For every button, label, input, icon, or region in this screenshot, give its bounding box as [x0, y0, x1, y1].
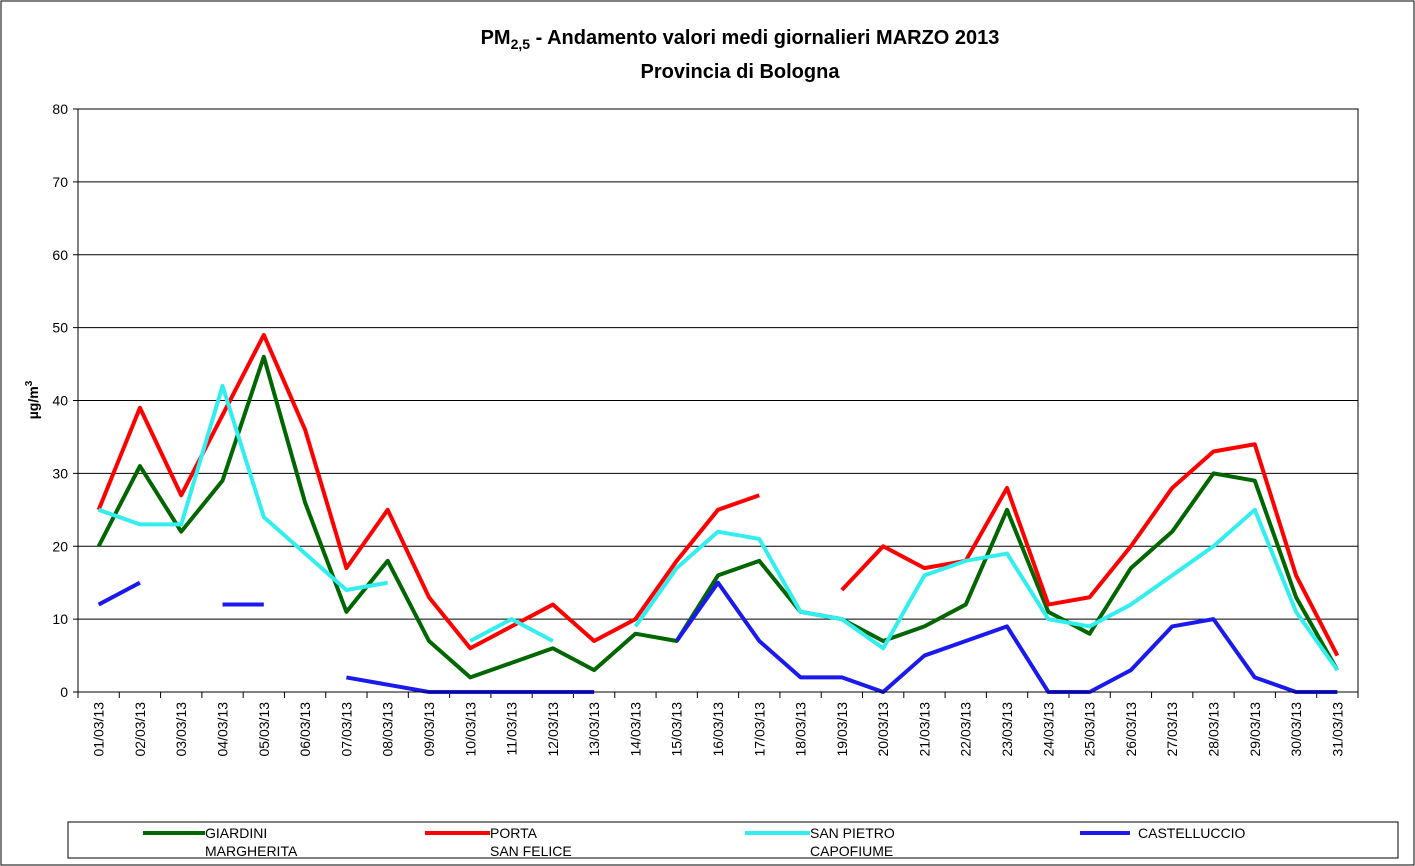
x-tick-label: 26/03/13 [1123, 702, 1139, 757]
x-tick-label: 13/03/13 [586, 702, 602, 757]
x-tick-label: 10/03/13 [462, 702, 478, 757]
legend-label: GIARDINI MARGHERITA [205, 825, 298, 859]
y-tick-label: 10 [52, 611, 68, 627]
x-tick-label: 20/03/13 [875, 702, 891, 757]
y-tick-label: 0 [60, 684, 68, 700]
y-tick-label: 70 [52, 174, 68, 190]
x-tick-label: 05/03/13 [256, 702, 272, 757]
x-tick-label: 03/03/13 [173, 702, 189, 757]
series-line [675, 580, 1338, 694]
x-tick-label: 14/03/13 [627, 702, 643, 757]
x-tick-label: 06/03/13 [297, 702, 313, 757]
x-tick-label: 01/03/13 [91, 702, 107, 757]
x-tick-label: 15/03/13 [669, 702, 685, 757]
x-tick-label: 22/03/13 [958, 702, 974, 757]
x-tick-label: 28/03/13 [1205, 702, 1221, 757]
x-tick-label: 23/03/13 [999, 702, 1015, 757]
x-tick-label: 24/03/13 [1040, 702, 1056, 757]
x-tick-label: 04/03/13 [215, 702, 231, 757]
series-line [469, 617, 554, 643]
x-tick-label: 16/03/13 [710, 702, 726, 757]
y-tick-label: 60 [52, 247, 68, 263]
y-tick-label: 40 [52, 393, 68, 409]
x-tick-label: 27/03/13 [1164, 702, 1180, 757]
x-tick-label: 11/03/13 [504, 702, 520, 756]
x-tick-label: 19/03/13 [834, 702, 850, 757]
title-sub: 2,5 [511, 36, 531, 52]
x-tick-label: 21/03/13 [916, 702, 932, 757]
legend-label: SAN PIETRO CAPOFIUME [810, 825, 895, 859]
series-line [96, 354, 1340, 680]
legend-label: CASTELLUCCIO [1138, 825, 1245, 841]
x-tick-label: 18/03/13 [793, 702, 809, 757]
y-tick-label: 20 [52, 538, 68, 554]
x-tick-label: 30/03/13 [1288, 702, 1304, 757]
y-tick-label: 50 [52, 320, 68, 336]
x-tick-label: 29/03/13 [1247, 702, 1263, 757]
series-line [96, 332, 760, 651]
chart-subtitle: Provincia di Bologna [641, 61, 841, 83]
ylabel-main: µg/m [25, 386, 41, 419]
x-tick-label: 17/03/13 [751, 702, 767, 757]
series-line [97, 580, 141, 607]
ylabel-sup: 3 [24, 380, 35, 386]
y-tick-label: 80 [52, 101, 68, 117]
legend-label: PORTA SAN FELICE [490, 825, 572, 859]
x-tick-label: 25/03/13 [1082, 702, 1098, 757]
legend-box [67, 821, 1399, 859]
y-axis-label: µg/m3 [24, 380, 41, 419]
x-tick-label: 09/03/13 [421, 702, 437, 757]
x-tick-label: 31/03/13 [1329, 702, 1345, 757]
series-line [633, 507, 1339, 672]
series-line [840, 442, 1340, 657]
x-tick-label: 08/03/13 [380, 702, 396, 757]
y-tick-label: 30 [52, 465, 68, 481]
series-line [97, 383, 389, 592]
title-rest: - Andamento valori medi giornalieri MARZ… [530, 27, 999, 49]
title-main: PM [481, 27, 511, 49]
chart-title: PM2,5 - Andamento valori medi giornalier… [481, 27, 1000, 52]
x-tick-label: 02/03/13 [132, 702, 148, 757]
x-tick-label: 07/03/13 [338, 702, 354, 757]
x-tick-label: 12/03/13 [545, 702, 561, 757]
